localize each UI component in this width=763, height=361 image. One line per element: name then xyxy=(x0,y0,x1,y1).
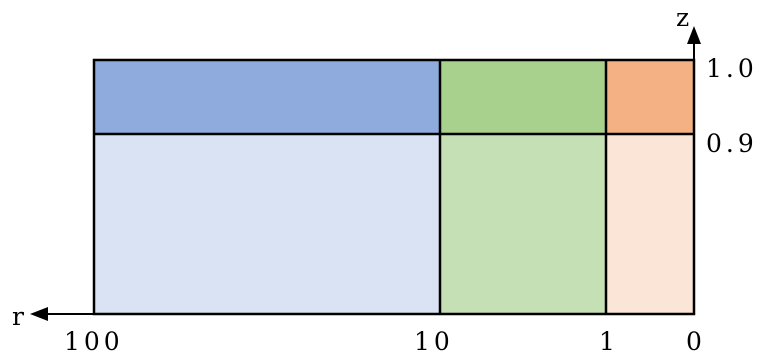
r-axis-label: r xyxy=(12,302,24,331)
region-r100-10-top xyxy=(94,60,440,134)
r-tick-label: 100 xyxy=(64,327,124,356)
r-tick-label: 0 xyxy=(686,327,702,356)
z-axis-arrowhead xyxy=(687,26,701,44)
r-axis-arrowhead xyxy=(30,307,48,321)
region-r10-1-top xyxy=(440,60,606,134)
z-tick-label: 0.9 xyxy=(706,129,758,158)
r-tick-label: 1 xyxy=(599,327,615,356)
r-tick-label: 10 xyxy=(414,327,454,356)
region-r1-0-top xyxy=(606,60,694,134)
region-r10-1-bottom xyxy=(440,134,606,314)
region-r1-0-bottom xyxy=(606,134,694,314)
z-axis-label: z xyxy=(676,3,689,32)
z-tick-label: 1.0 xyxy=(706,54,758,83)
region-r100-10-bottom xyxy=(94,134,440,314)
